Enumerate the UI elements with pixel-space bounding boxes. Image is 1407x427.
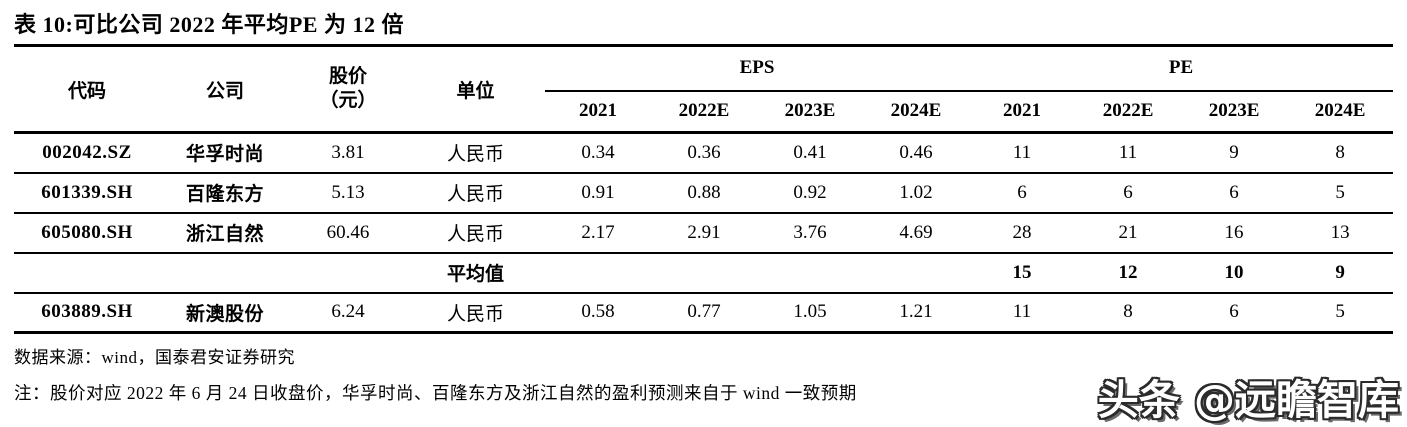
- cell-company: 浙江自然: [160, 212, 290, 254]
- data-source-text: 数据来源：wind，国泰君安证券研究: [14, 348, 295, 367]
- cell-code: 601339.SH: [14, 172, 160, 214]
- cell-code: 002042.SZ: [14, 132, 160, 174]
- year-header-eps-2023e: 2023E: [757, 90, 863, 134]
- cell-eps-2024e: 1.21: [863, 292, 970, 334]
- year-header-pe-2023e: 2023E: [1181, 90, 1288, 134]
- cell-empty: [14, 252, 160, 294]
- cell-pe-2021: 11: [969, 132, 1076, 174]
- cell-empty: [160, 252, 290, 294]
- cell-pe-2021: 11: [969, 292, 1076, 334]
- table-row-xinao: 603889.SH 新澳股份 6.24 人民币 0.58 0.77 1.05 1…: [14, 292, 1394, 334]
- cell-eps-2023e: 0.41: [757, 132, 863, 174]
- cell-empty: [863, 252, 970, 294]
- cell-unit: 人民币: [406, 292, 545, 334]
- cell-empty: [545, 252, 651, 294]
- cell-pe-2023e: 6: [1181, 292, 1288, 334]
- table-row-huafu: 002042.SZ 华孚时尚 3.81 人民币 0.34 0.36 0.41 0…: [14, 132, 1394, 174]
- cell-company: 新澳股份: [160, 292, 290, 334]
- cell-code: 605080.SH: [14, 212, 160, 254]
- cell-pe-2024e: 8: [1287, 132, 1394, 174]
- cell-price: 5.13: [290, 172, 406, 214]
- cell-eps-2022e: 0.36: [651, 132, 757, 174]
- cell-company: 百隆东方: [160, 172, 290, 214]
- cell-eps-2021: 0.58: [545, 292, 651, 334]
- price-label-line1: 股价: [328, 66, 367, 88]
- cell-price: 60.46: [290, 212, 406, 254]
- col-header-unit: 单位: [406, 45, 545, 134]
- cell-pe-2024e: 5: [1287, 292, 1394, 334]
- year-header-eps-2021: 2021: [545, 90, 651, 134]
- col-header-company: 公司: [160, 45, 290, 134]
- table-row-bailong: 601339.SH 百隆东方 5.13 人民币 0.91 0.88 0.92 1…: [14, 172, 1394, 214]
- cell-pe-2022e: 21: [1075, 212, 1182, 254]
- year-header-eps-2022e: 2022E: [651, 90, 757, 134]
- cell-pe-2023e: 9: [1181, 132, 1288, 174]
- group-header-eps: EPS: [545, 45, 970, 92]
- cell-pe-2021: 6: [969, 172, 1076, 214]
- cell-eps-2023e: 3.76: [757, 212, 863, 254]
- avg-pe-2021: 15: [969, 252, 1076, 294]
- cell-unit: 人民币: [406, 172, 545, 214]
- cell-eps-2021: 2.17: [545, 212, 651, 254]
- cell-unit: 人民币: [406, 132, 545, 174]
- comparable-companies-table: 代码 公司 股价 （元） 单位 EPS PE 2021 2022E 2023E …: [14, 44, 1394, 334]
- col-header-code: 代码: [14, 45, 160, 134]
- cell-eps-2024e: 0.46: [863, 132, 970, 174]
- watermark-text: 头条 @远瞻智库: [1097, 376, 1399, 424]
- footnote-text: 注：股价对应 2022 年 6 月 24 日收盘价，华孚时尚、百隆东方及浙江自然…: [14, 383, 857, 403]
- avg-pe-2023e: 10: [1181, 252, 1288, 294]
- cell-eps-2023e: 1.05: [757, 292, 863, 334]
- year-header-pe-2022e: 2022E: [1075, 90, 1182, 134]
- cell-pe-2024e: 13: [1287, 212, 1394, 254]
- table-title: 表 10:可比公司 2022 年平均PE 为 12 倍: [14, 12, 404, 37]
- table-row-zhejiang: 605080.SH 浙江自然 60.46 人民币 2.17 2.91 3.76 …: [14, 212, 1394, 254]
- cell-pe-2024e: 5: [1287, 172, 1394, 214]
- avg-pe-2022e: 12: [1075, 252, 1182, 294]
- header-year-row: 2021 2022E 2023E 2024E 2021 2022E 2023E …: [14, 90, 1394, 134]
- cell-eps-2024e: 4.69: [863, 212, 970, 254]
- cell-code: 603889.SH: [14, 292, 160, 334]
- cell-empty: [290, 252, 406, 294]
- cell-company: 华孚时尚: [160, 132, 290, 174]
- cell-unit: 人民币: [406, 212, 545, 254]
- cell-eps-2023e: 0.92: [757, 172, 863, 214]
- cell-eps-2024e: 1.02: [863, 172, 970, 214]
- year-header-pe-2021: 2021: [969, 90, 1076, 134]
- cell-eps-2022e: 2.91: [651, 212, 757, 254]
- cell-pe-2022e: 11: [1075, 132, 1182, 174]
- average-label: 平均值: [406, 252, 545, 294]
- group-header-pe: PE: [969, 45, 1394, 92]
- cell-pe-2023e: 6: [1181, 172, 1288, 214]
- year-header-pe-2024e: 2024E: [1287, 90, 1394, 134]
- cell-empty: [651, 252, 757, 294]
- col-header-price: 股价 （元）: [290, 45, 406, 134]
- cell-price: 6.24: [290, 292, 406, 334]
- cell-eps-2022e: 0.88: [651, 172, 757, 214]
- cell-empty: [757, 252, 863, 294]
- price-label-line2: （元）: [319, 90, 377, 111]
- year-header-eps-2024e: 2024E: [863, 90, 970, 134]
- cell-pe-2023e: 16: [1181, 212, 1288, 254]
- cell-pe-2022e: 8: [1075, 292, 1182, 334]
- cell-eps-2021: 0.34: [545, 132, 651, 174]
- cell-pe-2022e: 6: [1075, 172, 1182, 214]
- table-row-average: 平均值 15 12 10 9: [14, 252, 1394, 294]
- header-group-row: 代码 公司 股价 （元） 单位 EPS PE: [14, 45, 1394, 134]
- cell-eps-2022e: 0.77: [651, 292, 757, 334]
- cell-eps-2021: 0.91: [545, 172, 651, 214]
- cell-price: 3.81: [290, 132, 406, 174]
- cell-pe-2021: 28: [969, 212, 1076, 254]
- avg-pe-2024e: 9: [1287, 252, 1394, 294]
